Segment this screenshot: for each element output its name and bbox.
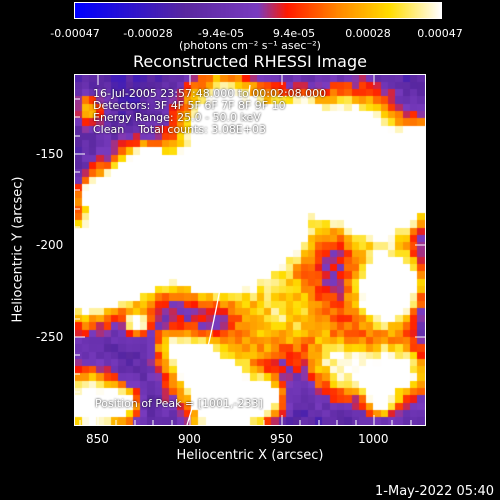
x-tick-label: 900 bbox=[178, 432, 201, 446]
colorbar bbox=[74, 2, 442, 19]
colorbar-tick-label: 9.4e-05 bbox=[272, 27, 316, 40]
x-tick-label: 850 bbox=[86, 432, 109, 446]
colorbar-tick-label: -0.00028 bbox=[123, 27, 173, 40]
y-axis-label: Heliocentric Y (arcsec) bbox=[10, 176, 26, 323]
info-time-range: 16-Jul-2005 23:57:48.000 to 00:02:08.000 bbox=[93, 87, 327, 100]
x-axis-label: Heliocentric X (arcsec) bbox=[176, 448, 324, 463]
x-tick-label: 1000 bbox=[358, 432, 389, 446]
datestamp: 1-May-2022 05:40 bbox=[375, 484, 494, 499]
colorbar-tick-label: -0.00047 bbox=[50, 27, 100, 40]
peak-position: Position of Peak = [1001,-233] bbox=[95, 397, 263, 410]
y-tick-label: -250 bbox=[36, 330, 64, 344]
colorbar-tick-label: -9.4e-05 bbox=[197, 27, 245, 40]
x-tick-label: 950 bbox=[270, 432, 293, 446]
colorbar-tick-label: 0.00047 bbox=[417, 27, 463, 40]
y-tick-label: -200 bbox=[36, 238, 64, 252]
colorbar-units: (photons cm⁻² s⁻¹ asec⁻²) bbox=[179, 39, 321, 52]
y-tick-label: -150 bbox=[36, 147, 64, 161]
image-title: Reconstructed RHESSI Image bbox=[133, 52, 367, 71]
info-detectors: Detectors: 3F 4F 5F 6F 7F 8F 9F 10 bbox=[93, 99, 286, 112]
info-energy-range: Energy Range: 25.0 - 50.0 keV bbox=[93, 111, 261, 124]
info-counts: Clean Total counts: 3.08E+03 bbox=[93, 123, 267, 136]
colorbar-tick-label: 0.00028 bbox=[345, 27, 391, 40]
